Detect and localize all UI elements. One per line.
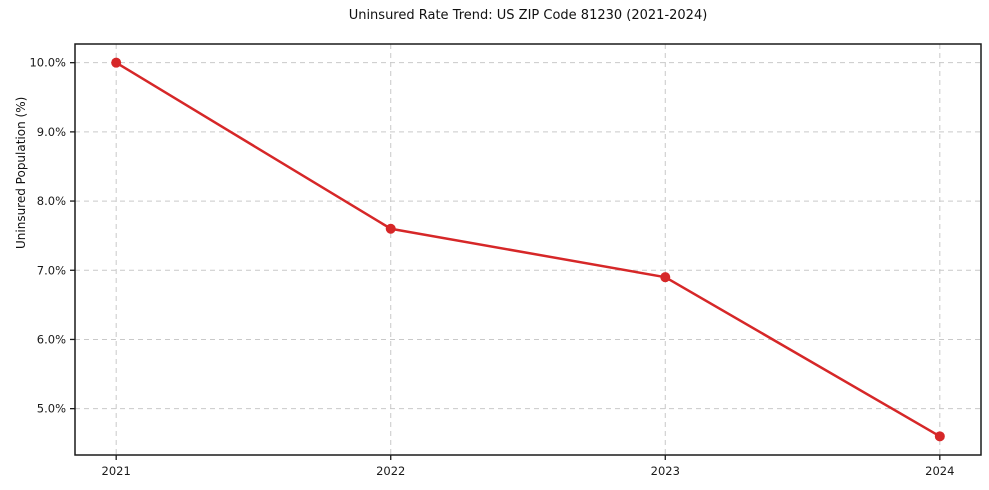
y-tick-label: 9.0% [37,125,66,139]
y-tick-label: 7.0% [37,263,66,277]
plot-border [74,43,982,456]
data-point-marker [111,57,122,68]
data-point-marker [934,431,945,442]
y-tick-label: 6.0% [37,332,66,346]
x-tick-label: 2022 [376,464,405,478]
y-tick-label: 10.0% [29,56,66,70]
data-point-marker [385,223,396,234]
x-tick-label: 2024 [925,464,954,478]
chart-title: Uninsured Rate Trend: US ZIP Code 81230 … [348,8,708,23]
trend-line [114,61,942,438]
x-tick-label: 2021 [102,464,131,478]
y-tick-label: 5.0% [37,402,66,416]
y-tick-label: 8.0% [37,194,66,208]
data-point-marker [660,272,671,283]
x-tick-label: 2023 [651,464,680,478]
